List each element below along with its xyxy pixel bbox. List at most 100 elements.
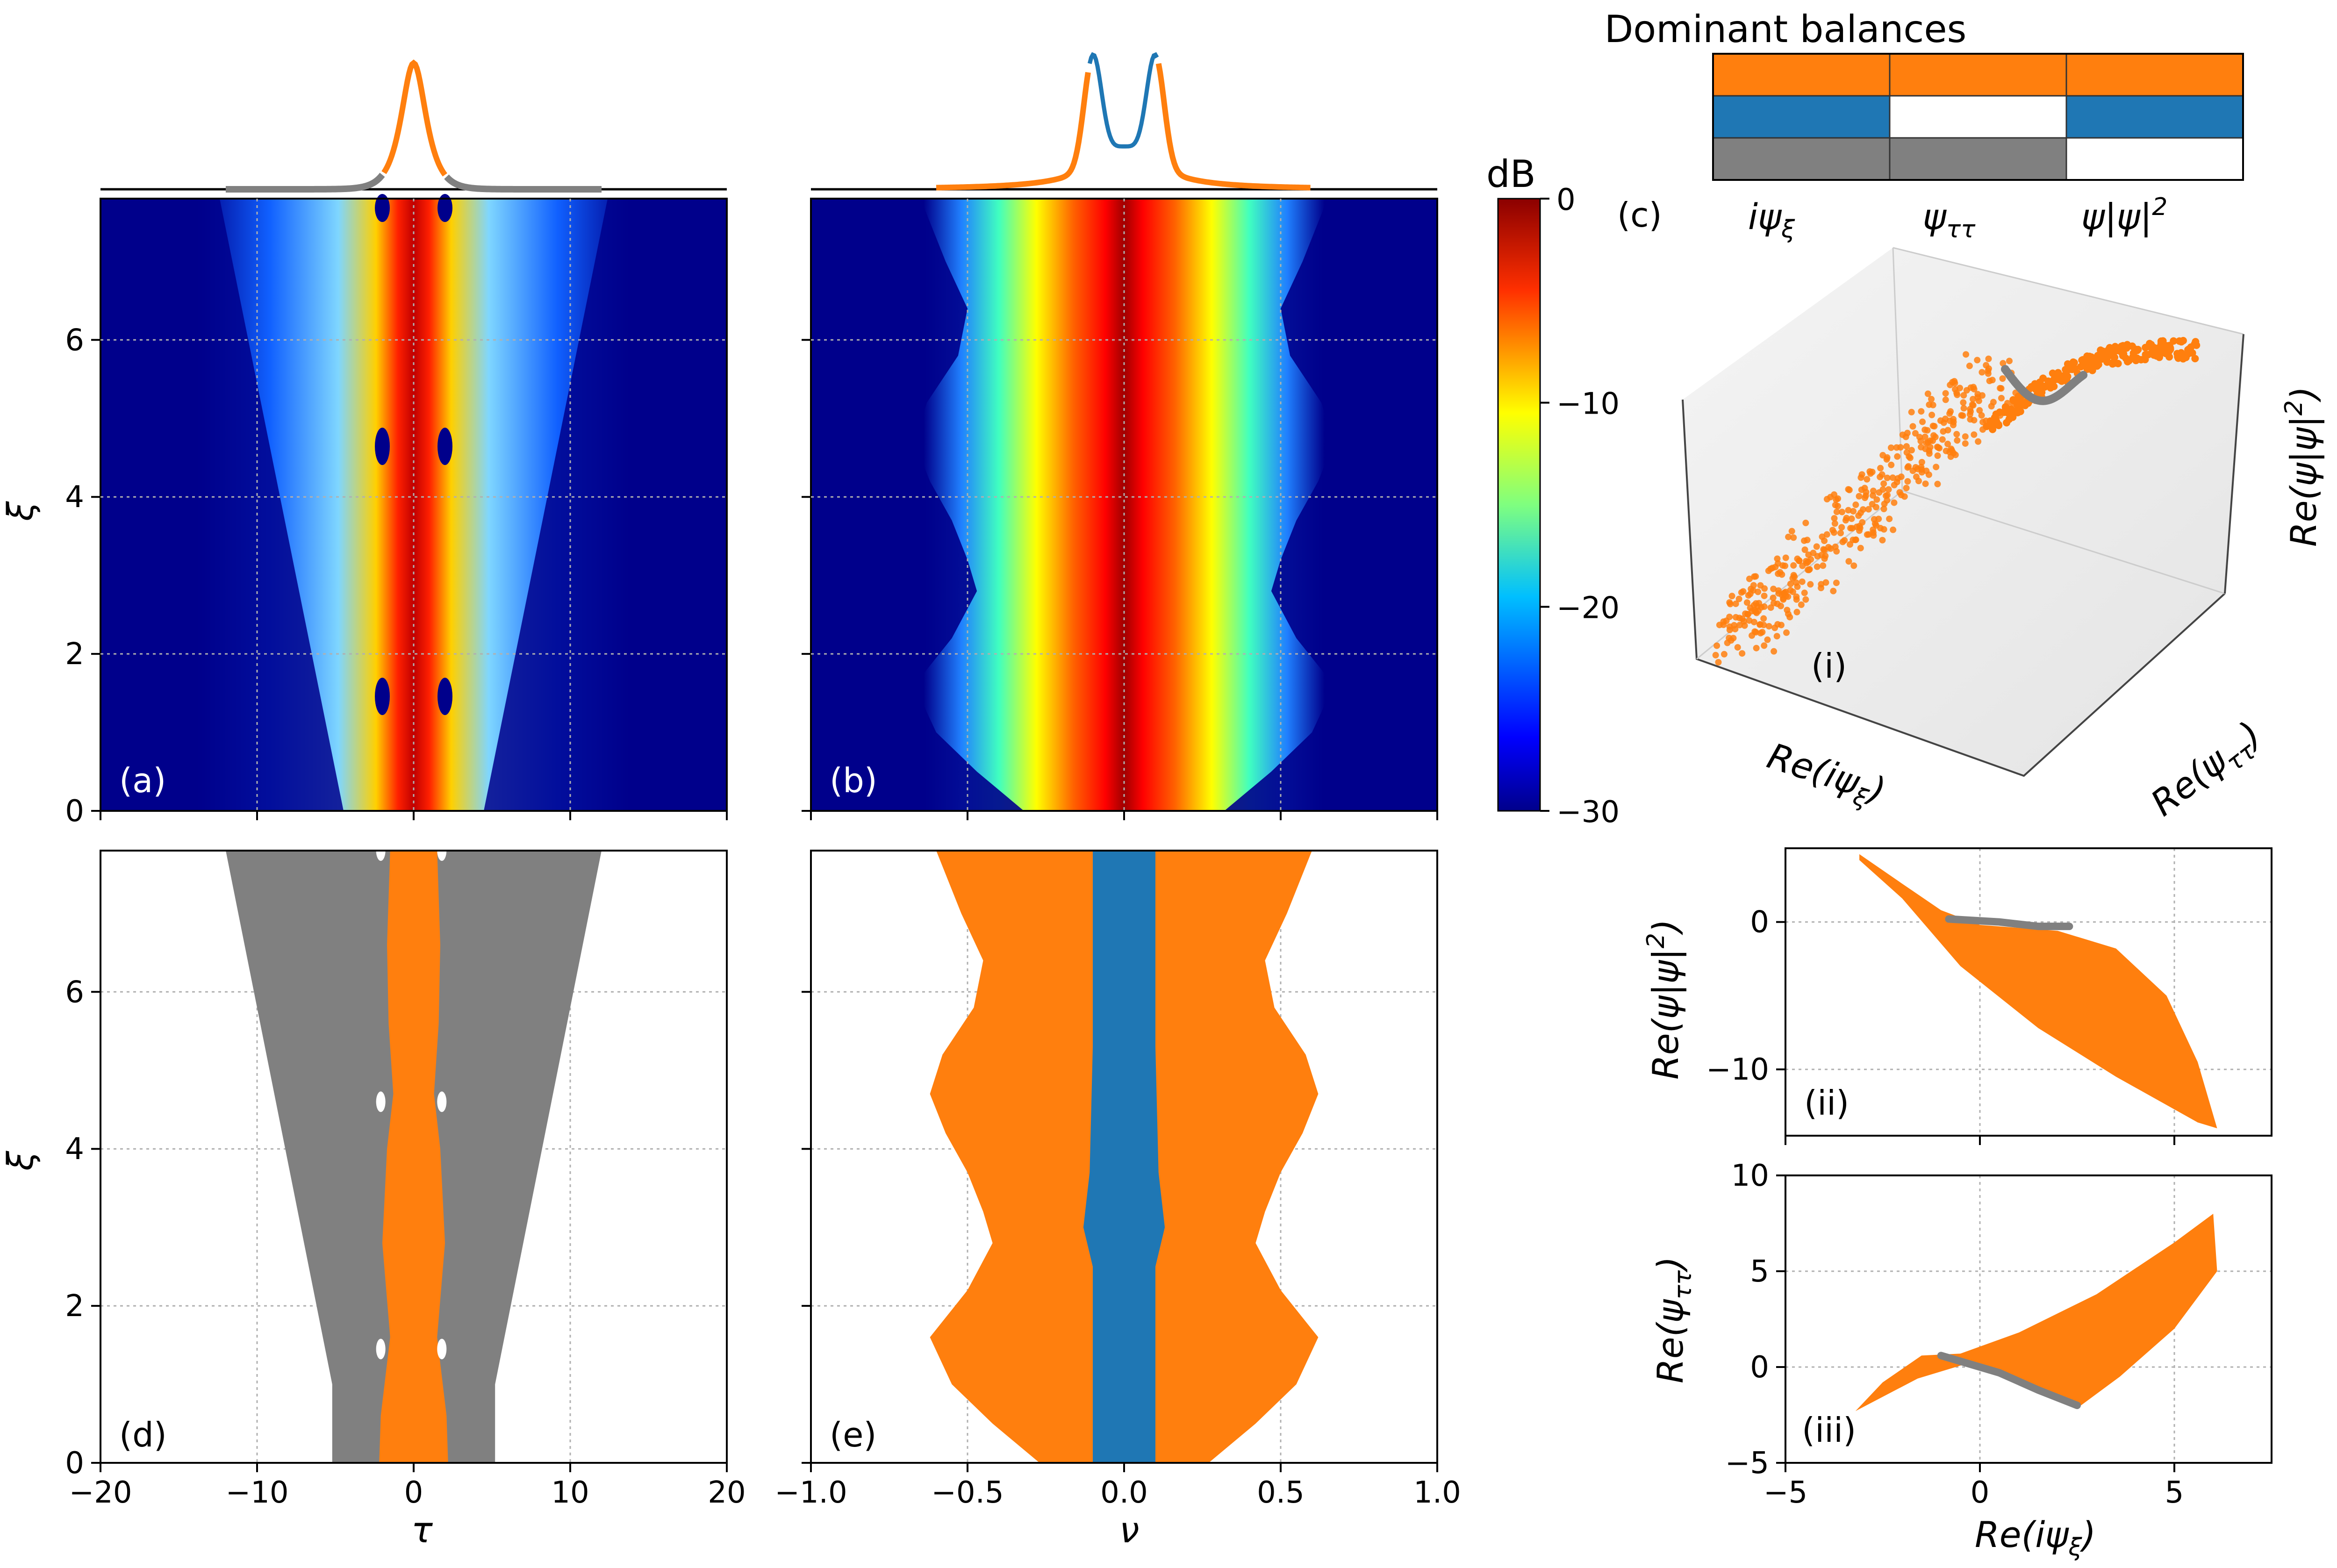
scatter-point-orange bbox=[1986, 377, 1993, 384]
scatter-point-orange bbox=[2150, 351, 2158, 359]
panel-a-hole bbox=[375, 428, 390, 465]
panel-b-top-profile bbox=[811, 52, 1437, 191]
scatter-point-orange bbox=[2111, 353, 2119, 361]
scatter-point-orange bbox=[1847, 525, 1854, 532]
y-tick-label: 4 bbox=[65, 1132, 84, 1167]
scatter-point-orange bbox=[1803, 559, 1810, 566]
scatter-point-orange bbox=[2083, 361, 2091, 369]
scatter-point-orange bbox=[1720, 651, 1728, 658]
scatter-point-orange bbox=[2123, 358, 2131, 365]
scatter-point-orange bbox=[2087, 353, 2095, 361]
y-tick-label: 0 bbox=[65, 1446, 84, 1481]
panel-i-ylabel: Re(ψττ) bbox=[2143, 713, 2272, 829]
scatter-point-orange bbox=[1801, 546, 1808, 553]
scatter-point-orange bbox=[1870, 526, 1877, 533]
scatter-point-orange bbox=[1765, 567, 1772, 574]
scatter-point-orange bbox=[1886, 516, 1893, 523]
scatter-point-orange bbox=[1830, 587, 1837, 594]
scatter-point-orange bbox=[1922, 480, 1929, 487]
scatter-point-orange bbox=[1801, 537, 1808, 544]
svg-text:ψ|ψ|2: ψ|ψ|2 bbox=[2081, 193, 2168, 238]
scatter-point-orange bbox=[2177, 349, 2185, 357]
scatter-point-orange bbox=[1943, 447, 1950, 454]
panel-a-outer-left bbox=[100, 199, 344, 811]
scatter-point-orange bbox=[1735, 595, 1742, 602]
scatter-point-orange bbox=[1831, 520, 1838, 527]
scatter-point-orange bbox=[1884, 492, 1891, 499]
x-tick-label: 0.5 bbox=[1257, 1475, 1305, 1510]
x-tick-label: 0 bbox=[1971, 1475, 1990, 1510]
scatter-point-orange bbox=[1726, 635, 1733, 642]
scatter-point-orange bbox=[1912, 430, 1919, 437]
col-sup-3: 2 bbox=[2152, 193, 2167, 221]
scatter-point-orange bbox=[1879, 537, 1886, 544]
scatter-point-orange bbox=[1894, 453, 1901, 460]
scatter-point-orange bbox=[1753, 644, 1760, 652]
scatter-point-orange bbox=[2049, 369, 2057, 377]
scatter-point-orange bbox=[2142, 351, 2150, 358]
scatter-point-orange bbox=[1795, 558, 1802, 565]
scatter-point-orange bbox=[1834, 502, 1841, 509]
scatter-point-orange bbox=[1783, 629, 1790, 636]
scatter-point-orange bbox=[1921, 426, 1928, 433]
colorbar-tick-label: −30 bbox=[1556, 795, 1620, 830]
scatter-point-orange bbox=[1787, 587, 1794, 594]
panel-i-points bbox=[1712, 337, 2201, 666]
panel-e-label: (e) bbox=[830, 1415, 876, 1454]
scatter-point-orange bbox=[1829, 527, 1836, 534]
col-label-3: ψ|ψ| bbox=[2081, 196, 2152, 238]
scatter-point-orange bbox=[1971, 431, 1978, 438]
scatter-point-orange bbox=[1760, 615, 1767, 622]
scatter-point-orange bbox=[1789, 575, 1796, 582]
scatter-point-orange bbox=[1901, 493, 1908, 500]
scatter-point-orange bbox=[1988, 403, 1995, 410]
scatter-point-orange bbox=[1799, 578, 1806, 585]
scatter-point-orange bbox=[1986, 417, 1994, 425]
scatter-point-orange bbox=[2193, 341, 2201, 349]
scatter-point-orange bbox=[1979, 369, 1986, 376]
scatter-point-orange bbox=[2069, 358, 2077, 366]
scatter-point-orange bbox=[1918, 408, 1925, 415]
scatter-point-orange bbox=[1885, 486, 1892, 493]
scatter-point-orange bbox=[1827, 494, 1834, 501]
scatter-point-orange bbox=[1835, 495, 1842, 502]
scatter-point-orange bbox=[2133, 354, 2141, 362]
scatter-point-orange bbox=[1856, 493, 1863, 500]
scatter-point-orange bbox=[1975, 397, 1982, 404]
panel-i-zlabel: Re(ψ|ψ|2) bbox=[2280, 387, 2325, 547]
y-tick-label: 5 bbox=[1750, 1254, 1769, 1289]
panel-c-label: (c) bbox=[1617, 195, 1662, 235]
panel-d-region-map: −20 −10 0 10 20 0 2 4 6 (d) bbox=[65, 840, 746, 1510]
panel-i-3d-scatter: (i) Re(iψξ) Re(ψττ) Re(ψ|ψ|2) bbox=[1682, 247, 2325, 829]
scatter-point-orange bbox=[1897, 444, 1904, 451]
xi-axis-label-top: ξ bbox=[0, 501, 41, 522]
scatter-point-orange bbox=[1962, 440, 1969, 447]
panel-iii-frame bbox=[1785, 1174, 2272, 1464]
scatter-point-orange bbox=[2040, 382, 2048, 390]
scatter-point-orange bbox=[2184, 350, 2192, 358]
scatter-point-orange bbox=[1861, 485, 1868, 492]
panel-d-label: (d) bbox=[119, 1415, 167, 1454]
scatter-point-orange bbox=[1924, 390, 1931, 397]
scatter-point-orange bbox=[1934, 480, 1941, 487]
scatter-point-orange bbox=[2170, 337, 2178, 345]
panel-a-top-profile bbox=[100, 59, 727, 193]
scatter-point-orange bbox=[1793, 609, 1800, 616]
xi-axis-label-bottom: ξ bbox=[0, 1151, 41, 1171]
scatter-point-orange bbox=[1967, 416, 1974, 423]
scatter-point-orange bbox=[1921, 433, 1928, 440]
panel-a-hole bbox=[437, 678, 452, 715]
scatter-point-orange bbox=[1785, 610, 1792, 617]
scatter-point-orange bbox=[1837, 530, 1844, 537]
scatter-point-orange bbox=[1971, 386, 1978, 393]
scatter-point-orange bbox=[1928, 411, 1936, 418]
scatter-point-orange bbox=[1850, 562, 1857, 569]
y-tick-label: −10 bbox=[1706, 1052, 1769, 1087]
table-title: Dominant balances bbox=[1605, 7, 1967, 51]
scatter-point-orange bbox=[1983, 422, 1991, 430]
scatter-point-orange bbox=[1963, 387, 1970, 394]
scatter-point-orange bbox=[1916, 434, 1923, 441]
scatter-point-orange bbox=[1775, 587, 1782, 594]
colorbar-tick-label: 0 bbox=[1556, 183, 1576, 217]
nu-axis-label: ν bbox=[1119, 1509, 1139, 1551]
